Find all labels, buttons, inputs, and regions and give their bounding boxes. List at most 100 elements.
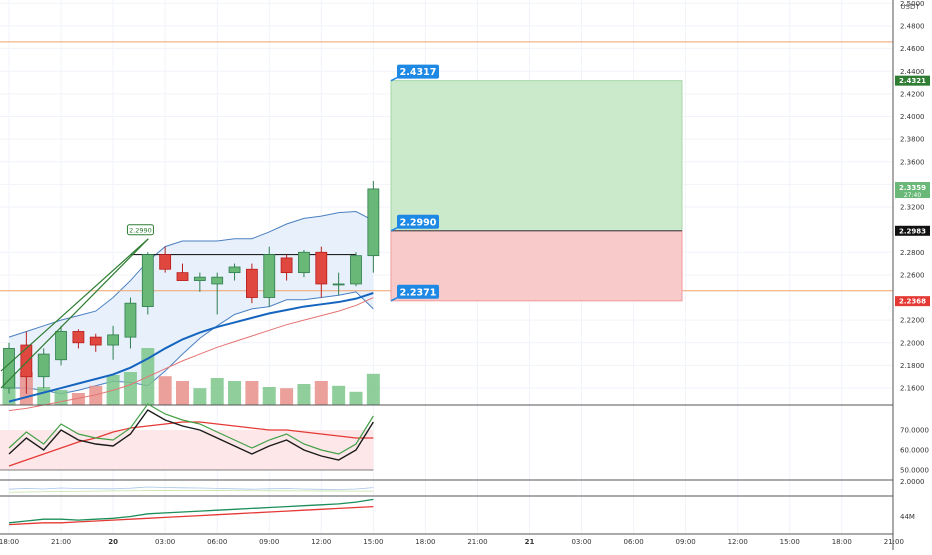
- volume-bar-15: [262, 387, 276, 405]
- position-entry-label: 2.2990: [400, 217, 437, 228]
- volume-bar-21: [366, 373, 380, 405]
- pane2-tick: 2.0000: [900, 478, 925, 486]
- position-stop-label: 2.2371: [400, 287, 437, 298]
- band-fill: [9, 211, 374, 394]
- volume-bar-12: [210, 378, 224, 405]
- target-price-tag: [895, 75, 930, 86]
- trendline: [0, 238, 149, 372]
- price-tick-12: 2.2200: [900, 317, 925, 325]
- osc-tick-1: 60.0000: [900, 447, 929, 455]
- long-position-tool: 2.4317 2.2990 2.2371: [390, 64, 683, 302]
- candle-body-11: [193, 276, 206, 281]
- profit-zone: [390, 80, 683, 232]
- trend-annotation: 2.2990: [0, 224, 154, 389]
- volume-bar-10: [176, 381, 189, 405]
- candle-body-20: [350, 255, 362, 285]
- annotation-label: 2.2990: [129, 226, 152, 234]
- ma-fast-line: [8, 292, 374, 403]
- price-tick-14: 2.1800: [900, 362, 925, 370]
- time-tick-3: 03:00: [155, 538, 175, 546]
- price-tick-6: 2.3800: [900, 136, 925, 144]
- volume-bar-11: [193, 388, 207, 405]
- volume-bar-2: [37, 387, 51, 405]
- price-tick-9: 2.3200: [900, 204, 925, 212]
- pane3-line-a: [8, 498, 374, 524]
- time-tick-11: 03:00: [571, 538, 591, 546]
- pane3-line-b: [8, 505, 374, 526]
- position-target-label: 2.4317: [400, 67, 437, 78]
- price-tick-2: 2.4600: [900, 45, 925, 53]
- entry-price-label: 2.2983: [899, 227, 926, 235]
- candle-body-4: [72, 331, 85, 344]
- candle-body-0: [3, 348, 15, 389]
- time-tick-2: 20: [108, 538, 118, 546]
- volume-bar-9: [158, 376, 172, 405]
- indicator-panes: [0, 403, 893, 526]
- volume-bar-14: [245, 381, 259, 405]
- candle-body-17: [298, 251, 310, 274]
- candle-body-1: [20, 344, 33, 378]
- candle-body-14: [245, 268, 258, 298]
- candles: [3, 181, 380, 394]
- stop-price-tag: [895, 296, 930, 307]
- candle-body-6: [107, 334, 119, 346]
- osc-band: [0, 430, 374, 470]
- price-tick-13: 2.2000: [900, 339, 925, 347]
- pane2-line-a: [8, 486, 374, 490]
- currency-label: USDT: [900, 3, 920, 11]
- volume-bar-13: [228, 381, 242, 405]
- time-tick-14: 12:00: [728, 538, 748, 546]
- candle-body-2: [37, 353, 50, 378]
- time-tick-8: 18:00: [415, 538, 435, 546]
- target-price-label: 2.4321: [899, 77, 926, 85]
- band-lower-line: [9, 291, 374, 395]
- volume-bar-4: [71, 393, 85, 405]
- candle-body-19: [332, 283, 345, 286]
- pane3-tick: 44M: [900, 513, 915, 521]
- loss-zone: [390, 230, 683, 302]
- position-entry-tag: [397, 214, 439, 229]
- volume-bar-18: [314, 381, 328, 405]
- time-tick-10: 21: [525, 538, 535, 546]
- time-tick-5: 09:00: [259, 538, 279, 546]
- price-tick-5: 2.4000: [900, 113, 925, 121]
- time-tick-7: 15:00: [363, 538, 383, 546]
- price-tick-4: 2.4200: [900, 90, 925, 98]
- volume-bar-7: [123, 372, 137, 405]
- time-tick-0: 18:00: [0, 538, 19, 546]
- time-tick-1: 21:00: [51, 538, 71, 546]
- volume-bar-17: [297, 384, 311, 405]
- trendline-lower: [0, 238, 149, 389]
- stop-price-label: 2.2368: [899, 298, 926, 306]
- price-axis-bg: [893, 0, 932, 550]
- ma-slow-line: [8, 297, 374, 412]
- time-tick-4: 06:00: [207, 538, 227, 546]
- current-price-tag: [895, 182, 930, 199]
- candle-body-15: [263, 254, 276, 298]
- time-tick-16: 18:00: [832, 538, 852, 546]
- time-tick-9: 21:00: [467, 538, 487, 546]
- pane2-line-b: [8, 490, 374, 493]
- price-tick-15: 2.1600: [900, 385, 925, 393]
- annotation-badge: [126, 224, 154, 236]
- entry-price-tag: [895, 225, 930, 236]
- time-tick-13: 09:00: [676, 538, 696, 546]
- osc-main-line: [8, 403, 374, 455]
- volume-bar-16: [280, 388, 294, 405]
- candle-body-16: [280, 257, 293, 274]
- countdown-label: 27:40: [904, 192, 921, 199]
- candle-body-21: [367, 188, 380, 257]
- candle-body-8: [141, 254, 154, 307]
- candle-body-10: [176, 272, 189, 281]
- candle-body-3: [55, 331, 67, 361]
- volume-bar-19: [332, 385, 346, 405]
- candle-body-9: [159, 254, 172, 270]
- candle-body-5: [89, 336, 102, 346]
- moving-averages: [8, 292, 374, 412]
- price-tick-3: 2.4400: [900, 68, 925, 76]
- price-tick-10: 2.2800: [900, 249, 925, 257]
- time-tick-15: 15:00: [780, 538, 800, 546]
